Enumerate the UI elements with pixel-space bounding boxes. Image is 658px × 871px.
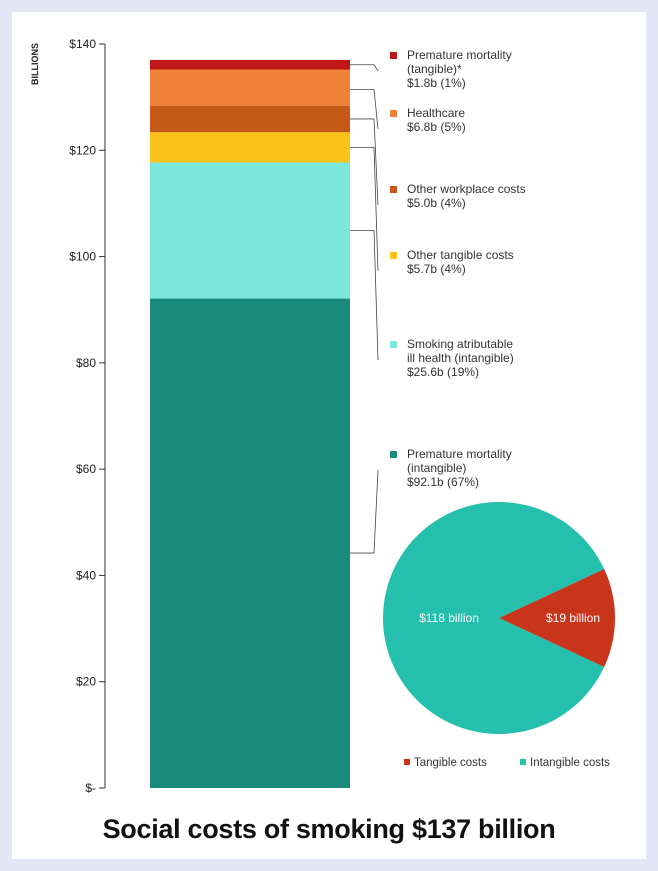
legend-label-line: $6.8b (5%) (407, 120, 466, 134)
y-tick-label: $60 (76, 462, 96, 476)
y-tick-label: $120 (69, 143, 96, 157)
leader-line (350, 146, 379, 272)
bar-segment (150, 69, 350, 106)
legend-swatch (390, 110, 397, 117)
pie-legend-label: Tangible costs (414, 757, 487, 769)
chart-panel: $- $20 $40 $60 $80 $100 $120 $140 BILLIONS Premat… (12, 12, 646, 859)
bar-segment (150, 298, 350, 788)
leader-line (350, 88, 379, 130)
legend-label-line: Premature mortality (407, 447, 512, 461)
legend-label-line: Other workplace costs (407, 182, 526, 196)
chart-title: Social costs of smoking $137 billion (102, 814, 556, 844)
legend-label-line: ill health (intangible) (407, 351, 514, 365)
legend-label-line: (intangible) (407, 461, 466, 475)
bar-segment (150, 105, 350, 133)
legend-label-line: $1.8b (1%) (407, 76, 466, 90)
legend-label-line: Premature mortality (407, 48, 512, 62)
legend-swatch (390, 451, 397, 458)
bar-segment (150, 162, 350, 299)
pie-slice (499, 569, 615, 667)
legend-label-line: Smoking atributable (407, 337, 513, 351)
pie-legend-label: Intangible costs (530, 757, 610, 769)
legend-label-line: $5.0b (4%) (407, 196, 466, 210)
pie-legend-swatch (520, 759, 526, 765)
y-tick-label: $80 (76, 356, 96, 370)
leader-line (350, 118, 379, 206)
legend-label-line: (tangible)* (407, 62, 462, 76)
y-tick-label: $40 (76, 568, 96, 582)
pie-slice-label: $19 billion (546, 611, 600, 625)
legend-label-line: Healthcare (407, 106, 465, 120)
legend-label-line: $5.7b (4%) (407, 262, 466, 276)
legend-swatch (390, 252, 397, 259)
y-tick-label: $- (85, 781, 96, 795)
pie-legend-swatch (404, 759, 410, 765)
legend-label-line: Other tangible costs (407, 248, 514, 262)
leader-line (350, 64, 379, 72)
y-tick-label: $140 (69, 37, 96, 51)
leader-line (350, 230, 379, 361)
bar-segment (150, 59, 350, 70)
pie-slice-label: $118 billion (419, 611, 479, 625)
legend-label-line: $92.1b (67%) (407, 475, 479, 489)
y-tick-label: $20 (76, 675, 96, 689)
legend-label-line: $25.6b (19%) (407, 365, 479, 379)
y-tick-label: $100 (69, 250, 96, 264)
legend-swatch (390, 52, 397, 59)
cost-chart: $- $20 $40 $60 $80 $100 $120 $140 BILLIONS Premat… (30, 37, 615, 795)
pie-slice (382, 502, 605, 734)
bar-segment (150, 132, 350, 163)
y-axis-label: BILLIONS (30, 43, 40, 85)
legend-swatch (390, 186, 397, 193)
legend-swatch (390, 341, 397, 348)
leader-line (350, 469, 379, 554)
